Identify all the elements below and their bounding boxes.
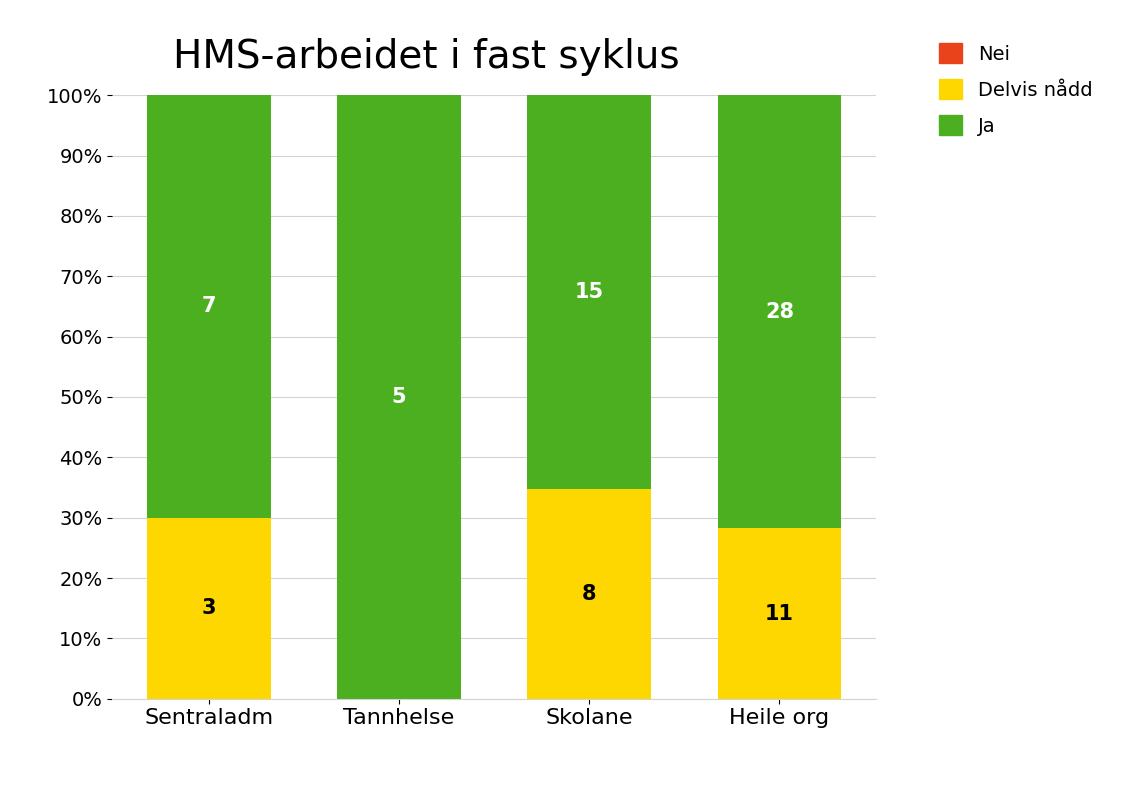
Bar (528, 95, 651, 489)
Legend: Nei, Delvis nådd, Ja: Nei, Delvis nådd, Ja (929, 33, 1102, 145)
Bar (528, 489, 651, 699)
Bar (718, 95, 841, 529)
Text: HMS-arbeidet i fast syklus: HMS-arbeidet i fast syklus (173, 37, 681, 75)
Text: 3: 3 (201, 598, 216, 619)
Text: 5: 5 (392, 387, 407, 407)
Text: 8: 8 (582, 584, 596, 603)
Text: 7: 7 (201, 296, 216, 317)
Bar (718, 529, 841, 699)
Bar (337, 95, 460, 699)
Text: 11: 11 (765, 603, 794, 623)
Bar (147, 518, 271, 699)
Bar (147, 95, 271, 518)
Text: 28: 28 (765, 302, 794, 322)
Text: 15: 15 (575, 282, 604, 302)
